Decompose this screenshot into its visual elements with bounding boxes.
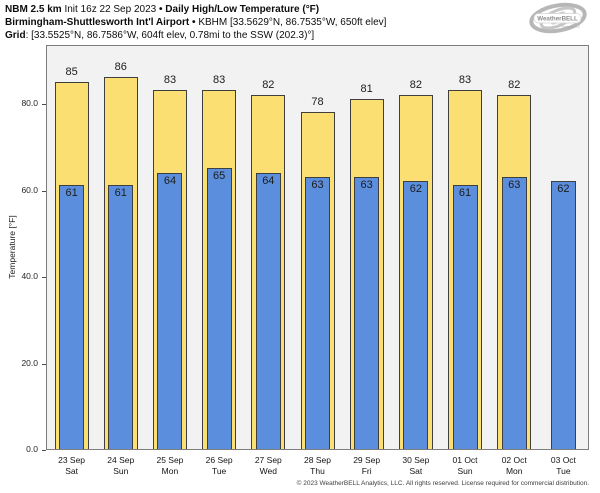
x-tick-date: 30 Sep — [402, 455, 430, 465]
x-tick-date: 26 Sep — [205, 455, 233, 465]
low-value-label: 65 — [213, 170, 226, 183]
plot-area: 85 61 86 61 83 64 83 65 82 64 78 63 81 63 82 62 83 61 82 63… — [46, 45, 589, 450]
grid-label: Grid — [5, 30, 26, 41]
x-tick-date: 01 Oct — [452, 455, 478, 465]
y-tick-mark — [42, 363, 46, 365]
y-tick-label: 40.0 — [21, 271, 38, 282]
x-tick-date: 03 Oct — [550, 455, 576, 465]
y-tick-mark — [42, 104, 46, 106]
weatherbell-logo-icon: WeatherBELL Analytics LLC — [529, 2, 587, 34]
x-tick-day: Tue — [211, 466, 227, 476]
high-value-label: 82 — [262, 78, 275, 91]
footer-copyright: © 2023 WeatherBELL Analytics, LLC. All r… — [296, 480, 589, 487]
y-tick-label: 60.0 — [21, 184, 38, 195]
x-tick-day: Mon — [161, 466, 179, 476]
low-bar — [501, 176, 527, 449]
y-tick-mark — [42, 277, 46, 279]
model-name: NBM 2.5 km — [5, 4, 62, 15]
x-tick-date: 23 Sep — [58, 455, 86, 465]
logo-brand-text: WeatherBELL — [537, 16, 578, 23]
high-value-label: 81 — [360, 83, 373, 96]
station-meta: KBHM [33.5629°N, 86.7535°W, 650ft elev] — [198, 17, 387, 28]
y-tick-label: 0.0 — [26, 444, 38, 454]
low-bar — [354, 176, 380, 449]
x-tick-label: 01 Oct Sun — [441, 455, 490, 477]
x-tick-day: Tue — [556, 466, 571, 476]
low-value-label: 61 — [65, 187, 78, 200]
separator-dot: • — [159, 4, 163, 15]
low-bar — [403, 181, 429, 449]
high-value-label: 78 — [311, 96, 324, 109]
x-tick-date: 27 Sep — [254, 455, 282, 465]
x-tick-day: Sun — [113, 466, 129, 476]
header-line-3: Grid: [33.5525°N, 86.7586°W, 604ft elev,… — [5, 29, 386, 42]
x-tick-day: Sat — [65, 466, 78, 476]
low-bar — [550, 181, 576, 449]
low-bar — [108, 185, 134, 449]
high-value-label: 85 — [65, 65, 78, 78]
x-tick-label: 23 Sep Sat — [47, 455, 96, 477]
low-bar — [206, 168, 232, 449]
logo-sub-text: Analytics LLC — [562, 25, 581, 29]
x-tick-label: 30 Sep Sat — [391, 455, 440, 477]
x-tick-label: 26 Sep Tue — [195, 455, 244, 477]
header-line-1: NBM 2.5 km Init 16z 22 Sep 2023 • Daily … — [5, 3, 386, 16]
high-value-label: 83 — [458, 74, 472, 87]
low-bar — [157, 172, 183, 449]
high-value-label: 83 — [163, 74, 177, 87]
x-tick-day: Wed — [259, 466, 277, 476]
y-tick-mark — [42, 450, 46, 451]
separator-dot: • — [192, 17, 196, 28]
high-value-label: 82 — [409, 78, 422, 91]
high-value-label: 86 — [114, 61, 127, 74]
x-tick-date: 25 Sep — [156, 455, 184, 465]
high-value-label: 82 — [508, 78, 521, 91]
x-tick-day: Thu — [310, 466, 325, 476]
low-value-label: 64 — [262, 174, 275, 187]
x-tick-day: Fri — [361, 466, 372, 476]
low-bar — [305, 176, 330, 449]
grid-value: : [33.5525°N, 86.7586°W, 604ft elev, 0.7… — [25, 30, 315, 41]
station-name: Birmingham-Shuttlesworth Int'l Airport — [5, 17, 190, 28]
x-tick-label: 29 Sep Fri — [342, 455, 391, 477]
init-time: Init 16z 22 Sep 2023 — [64, 4, 157, 15]
y-axis-label: Temperature [°F] — [7, 215, 17, 279]
x-tick-date: 24 Sep — [107, 455, 135, 465]
low-bar — [255, 172, 281, 449]
x-tick-label: 25 Sep Mon — [145, 455, 194, 477]
x-tick-day: Sat — [409, 466, 423, 476]
low-value-label: 61 — [114, 187, 127, 200]
x-tick-date: 02 Oct — [501, 455, 527, 465]
x-tick-day: Sun — [457, 466, 473, 476]
product-title: Daily High/Low Temperature (°F) — [165, 4, 320, 15]
header-line-2: Birmingham-Shuttlesworth Int'l Airport •… — [5, 16, 386, 29]
low-value-label: 62 — [557, 183, 570, 196]
x-tick-label: 24 Sep Sun — [96, 455, 145, 477]
low-value-label: 63 — [508, 178, 521, 191]
x-tick-label: 28 Sep Thu — [293, 455, 342, 477]
x-tick-date: 29 Sep — [353, 455, 381, 465]
x-tick-date: 28 Sep — [304, 455, 331, 465]
y-tick-label: 80.0 — [21, 98, 38, 109]
low-value-label: 62 — [409, 183, 422, 196]
chart-header: NBM 2.5 km Init 16z 22 Sep 2023 • Daily … — [5, 3, 386, 42]
x-tick-label: 03 Oct Tue — [539, 455, 588, 477]
x-tick-label: 02 Oct Mon — [490, 455, 539, 477]
low-value-label: 61 — [458, 187, 472, 200]
low-value-label: 64 — [163, 174, 177, 187]
high-value-label: 83 — [213, 74, 226, 87]
y-tick-mark — [42, 190, 46, 192]
low-value-label: 63 — [311, 178, 324, 191]
low-value-label: 63 — [360, 178, 373, 191]
y-tick-label: 20.0 — [21, 357, 38, 368]
x-tick-label: 27 Sep Wed — [244, 455, 293, 477]
low-bar — [59, 185, 85, 449]
low-bar — [452, 185, 478, 449]
x-tick-day: Mon — [505, 466, 523, 476]
